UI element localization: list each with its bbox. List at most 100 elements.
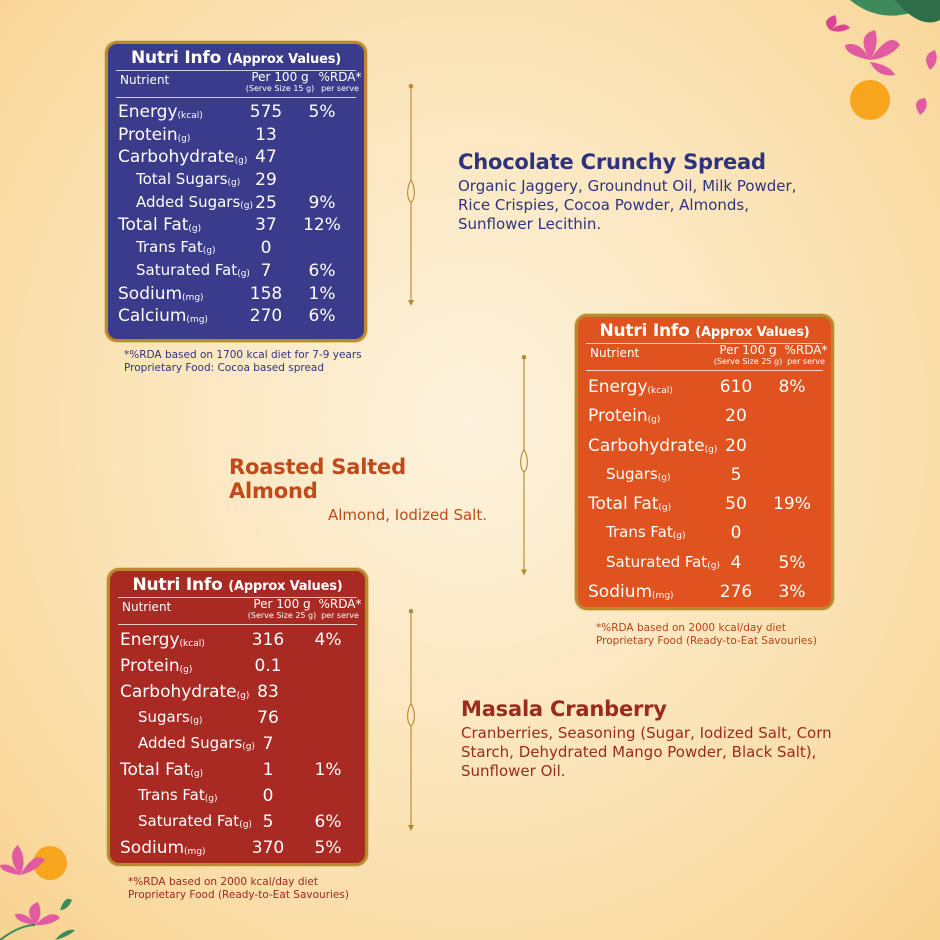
nutrient-unit: (kcal) [179, 639, 205, 649]
proprietary-note: Proprietary Food (Ready-to-Eat Savouries… [128, 889, 349, 901]
nutrient-label: Sodium [588, 582, 653, 603]
nutrient-label: Total Fat [120, 760, 191, 780]
nutrient-label: Sugars [606, 464, 658, 483]
table-row: Trans Fat(g) 0 [116, 238, 356, 261]
nutrient-label: Total Fat [118, 215, 189, 236]
nutrient-rda: 8% [778, 377, 806, 397]
table-row: Trans Fat(g) 0 [118, 786, 357, 812]
nutrient-unit: (g) [189, 716, 203, 726]
nutrient-label: Protein [118, 124, 178, 145]
nutrient-value: 0.1 [254, 656, 282, 676]
nutrient-rda: 6% [308, 306, 336, 327]
col-serve-size: (Serve Size 25 g) [713, 357, 783, 366]
ingredients-line: Rice Crispies, Cocoa Powder, Almonds, [458, 196, 749, 214]
nutrient-value: 7 [260, 260, 272, 281]
panel-title-text: Nutri Info [599, 321, 690, 341]
nutrient-rda: 6% [308, 260, 336, 281]
nutrient-value: 610 [719, 377, 753, 397]
nutrient-name: Carbohydrate(g) [588, 436, 717, 456]
rda-footnote-3: *%RDA based on 2000 kcal/day diet Propri… [128, 876, 349, 902]
table-row: Carbohydrate(g) 47 [116, 147, 356, 170]
col-per100: Per 100 g (Serve Size 25 g) [708, 344, 788, 367]
nutrient-unit: (g) [647, 415, 661, 426]
table-row: Added Sugars(g) 25 9% [116, 193, 356, 216]
ingredients-line: Organic Jaggery, Groundnut Oil, Milk Pow… [458, 177, 797, 195]
nutrient-name: Total Fat(g) [120, 760, 203, 780]
nutrient-value: 47 [255, 147, 277, 168]
product-name: Roasted Salted Almond [229, 455, 406, 503]
nutrient-unit: (g) [190, 769, 204, 779]
ingredients-line: Sunflower Oil. [461, 762, 566, 780]
table-row: Energy(kcal) 610 8% [586, 377, 823, 406]
table-row: Calcium(mg) 270 6% [116, 306, 356, 329]
table-row: Trans Fat(g) 0 [586, 523, 823, 552]
panel-title-suffix: (Approx Values) [695, 325, 810, 340]
nutrient-unit: (g) [707, 560, 720, 571]
nutrient-rda: 1% [308, 283, 336, 304]
nutrient-label: Carbohydrate [118, 147, 235, 168]
nutrient-unit: (g) [704, 444, 718, 455]
product-ingredients: Cranberries, Seasoning (Sugar, Iodized S… [461, 724, 832, 781]
table-row: Total Fat(g) 1 1% [118, 760, 357, 786]
nutrient-value: 276 [719, 582, 753, 603]
nutrient-value: 5 [730, 464, 742, 485]
panel-title-suffix: (Approx Values) [226, 52, 341, 67]
nutrient-value: 0 [262, 786, 274, 806]
nutrient-value: 4 [730, 552, 742, 573]
nutrient-label: Added Sugars [136, 192, 241, 211]
nutrient-name: Sugars(g) [138, 708, 202, 726]
nutrient-unit: (mg) [182, 292, 204, 303]
nutrient-name: Sugars(g) [606, 465, 670, 483]
nutrient-unit: (g) [204, 794, 218, 804]
nutrient-label: Sodium [120, 838, 185, 858]
nutrient-label: Trans Fat [138, 786, 205, 804]
nutrient-unit: (g) [236, 691, 250, 701]
rda-footnote-1: *%RDA based on 1700 kcal diet for 7-9 ye… [124, 349, 362, 375]
table-row: Sodium(mg) 158 1% [116, 284, 356, 307]
col-nutrient: Nutrient [122, 600, 172, 614]
nutrient-value: 1 [262, 760, 274, 780]
nutrient-name: Sodium(mg) [120, 838, 206, 858]
nutrient-value: 29 [255, 170, 277, 191]
nutrient-unit: (g) [237, 268, 250, 279]
nutrient-name: Carbohydrate(g) [120, 682, 249, 702]
lotus-flower-decoration-top-right [826, 0, 940, 120]
rda-note: *%RDA based on 2000 kcal/day diet [128, 876, 319, 888]
nutrient-name: Trans Fat(g) [606, 523, 685, 541]
table-row: Sugars(g) 76 [118, 708, 357, 734]
table-row: Energy(kcal) 316 4% [118, 630, 357, 656]
nutrient-unit: (g) [658, 503, 672, 514]
col-per100: Per 100 g (Serve Size 15 g) [240, 71, 320, 94]
nutrient-name: Energy(kcal) [118, 102, 203, 122]
col-rda: %RDA* per serve [316, 70, 364, 94]
nutrient-rda: 5% [778, 552, 806, 573]
nutrient-value: 25 [255, 192, 277, 213]
ingredients-line: Cranberries, Seasoning (Sugar, Iodized S… [461, 724, 832, 742]
ingredients-line: Sunflower Lecithin. [458, 215, 602, 233]
nutrient-label: Trans Fat [136, 238, 203, 257]
nutrient-label: Total Sugars [136, 170, 228, 189]
nutrient-value: 20 [725, 435, 747, 456]
rda-note: *%RDA based on 2000 kcal/day diet [596, 622, 787, 634]
ornamental-divider-3 [407, 609, 415, 831]
table-row: Sugars(g) 5 [586, 465, 823, 494]
table-header: Nutrient Per 100 g (Serve Size 15 g) %RDA… [116, 71, 361, 98]
panel-title: Nutri Info (Approx Values) [586, 317, 823, 344]
nutrient-unit: (g) [179, 665, 193, 675]
nutrient-label: Trans Fat [606, 523, 673, 542]
nutrient-value: 37 [255, 215, 277, 236]
nutrient-value: 270 [249, 306, 283, 327]
table-row: Total Sugars(g) 29 [116, 170, 356, 193]
nutrient-name: Trans Fat(g) [136, 238, 215, 256]
col-rda-label: %RDA* [318, 70, 362, 84]
nutrient-unit: (g) [234, 156, 248, 167]
col-nutrient: Nutrient [590, 346, 640, 360]
nutrient-label: Saturated Fat [138, 812, 240, 830]
nutrient-unit: (g) [240, 200, 254, 211]
table-row: Saturated Fat(g) 4 5% [586, 553, 823, 582]
panel-title-text: Nutri Info [132, 575, 223, 595]
nutrient-rda: 5% [314, 838, 342, 858]
nutrient-value: 316 [251, 630, 285, 650]
nutrient-unit: (kcal) [647, 386, 673, 396]
col-rda-label: %RDA* [784, 343, 828, 357]
